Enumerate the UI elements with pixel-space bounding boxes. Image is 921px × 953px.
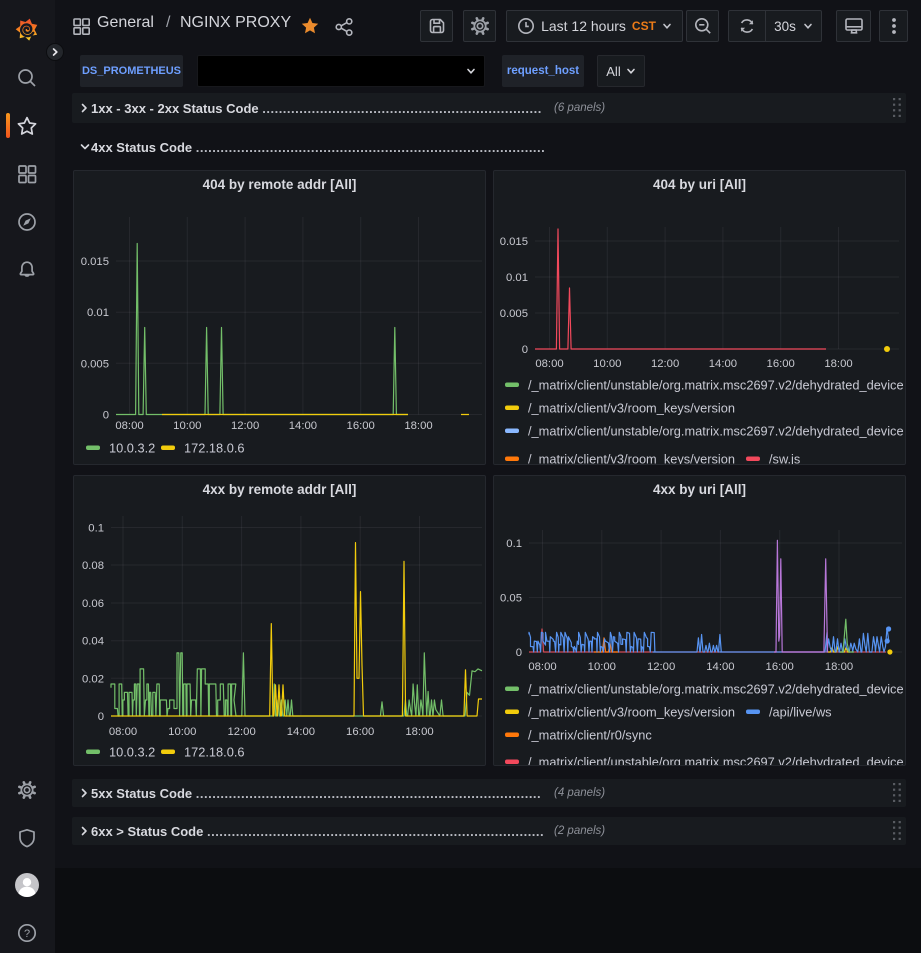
svg-text:10:00: 10:00 — [173, 420, 201, 432]
svg-text:10.0.3.2: 10.0.3.2 — [109, 745, 155, 760]
svg-text:16:00: 16:00 — [347, 420, 375, 432]
svg-text:0.02: 0.02 — [82, 673, 104, 685]
svg-text:?: ? — [24, 928, 30, 940]
svg-text:/_matrix/client/v3/room_keys/v: /_matrix/client/v3/room_keys/version — [528, 705, 735, 720]
svg-text:/_matrix/client/r0/sync: /_matrix/client/r0/sync — [528, 728, 652, 743]
svg-text:16:00: 16:00 — [346, 726, 374, 738]
svg-text:10:00: 10:00 — [593, 358, 621, 370]
svg-text:0.015: 0.015 — [81, 256, 109, 268]
svg-text:08:00: 08:00 — [528, 661, 556, 673]
svg-text:/_matrix/client/unstable/org.m: /_matrix/client/unstable/org.matrix.msc2… — [528, 755, 904, 767]
svg-text:0.005: 0.005 — [81, 358, 109, 370]
svg-text:/_matrix/client/unstable/org.m: /_matrix/client/unstable/org.matrix.msc2… — [528, 682, 904, 697]
svg-text:0: 0 — [103, 410, 109, 422]
svg-text:08:00: 08:00 — [115, 420, 143, 432]
svg-text:16:00: 16:00 — [767, 358, 795, 370]
svg-text:0.1: 0.1 — [506, 538, 522, 550]
svg-text:0: 0 — [516, 647, 522, 659]
svg-text:0.05: 0.05 — [500, 593, 522, 605]
svg-text:14:00: 14:00 — [706, 661, 734, 673]
svg-text:12:00: 12:00 — [227, 726, 255, 738]
svg-text:0.04: 0.04 — [82, 636, 104, 648]
svg-text:14:00: 14:00 — [709, 358, 737, 370]
svg-text:12:00: 12:00 — [647, 661, 675, 673]
svg-text:10:00: 10:00 — [168, 726, 196, 738]
svg-text:/_matrix/client/unstable/org.m: /_matrix/client/unstable/org.matrix.msc2… — [528, 378, 904, 393]
svg-text:/_matrix/client/v3/room_keys/v: /_matrix/client/v3/room_keys/version — [528, 452, 735, 466]
svg-text:172.18.0.6: 172.18.0.6 — [184, 745, 245, 760]
svg-text:0.01: 0.01 — [87, 307, 109, 319]
svg-text:12:00: 12:00 — [651, 358, 679, 370]
svg-text:18:00: 18:00 — [404, 420, 432, 432]
svg-text:18:00: 18:00 — [824, 358, 852, 370]
svg-text:0.08: 0.08 — [82, 560, 104, 572]
svg-text:0: 0 — [98, 711, 104, 723]
svg-text:0.01: 0.01 — [506, 272, 528, 284]
svg-text:12:00: 12:00 — [231, 420, 259, 432]
svg-text:08:00: 08:00 — [535, 358, 563, 370]
svg-text:/_matrix/client/unstable/org.m: /_matrix/client/unstable/org.matrix.msc2… — [528, 424, 904, 439]
svg-text:16:00: 16:00 — [766, 661, 794, 673]
svg-text:10:00: 10:00 — [588, 661, 616, 673]
svg-text:0.06: 0.06 — [82, 598, 104, 610]
svg-text:0: 0 — [522, 344, 528, 356]
svg-text:18:00: 18:00 — [405, 726, 433, 738]
svg-text:18:00: 18:00 — [825, 661, 853, 673]
svg-text:172.18.0.6: 172.18.0.6 — [184, 441, 245, 456]
svg-text:08:00: 08:00 — [109, 726, 137, 738]
svg-text:/sw.js: /sw.js — [769, 452, 800, 466]
svg-text:14:00: 14:00 — [289, 420, 317, 432]
svg-text:0.1: 0.1 — [88, 523, 104, 535]
svg-text:0.005: 0.005 — [500, 308, 528, 320]
svg-text:/api/live/ws: /api/live/ws — [769, 705, 832, 720]
svg-text:/_matrix/client/v3/room_keys/v: /_matrix/client/v3/room_keys/version — [528, 401, 735, 416]
svg-text:14:00: 14:00 — [287, 726, 315, 738]
svg-text:0.015: 0.015 — [500, 236, 528, 248]
svg-text:10.0.3.2: 10.0.3.2 — [109, 441, 155, 456]
